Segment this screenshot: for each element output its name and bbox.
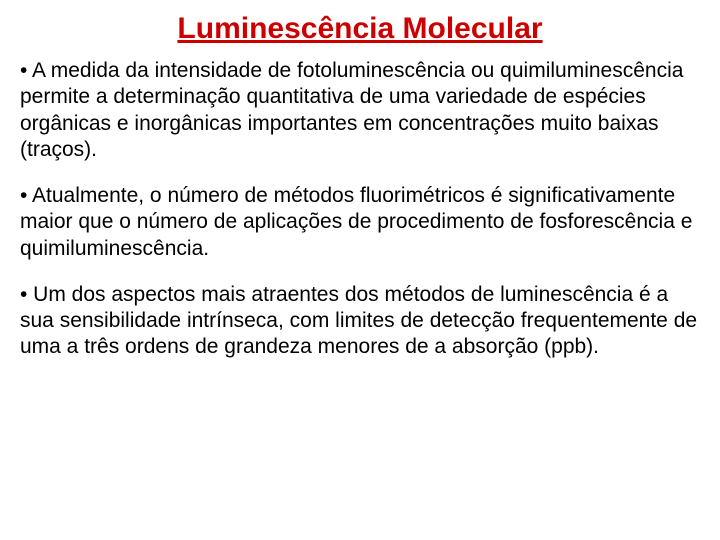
paragraph-1: • A medida da intensidade de fotolumines…	[20, 58, 700, 163]
document-title: Luminescência Molecular	[20, 12, 700, 46]
paragraph-2: • Atualmente, o número de métodos fluori…	[20, 183, 700, 262]
paragraph-3: • Um dos aspectos mais atraentes dos mét…	[20, 282, 700, 361]
